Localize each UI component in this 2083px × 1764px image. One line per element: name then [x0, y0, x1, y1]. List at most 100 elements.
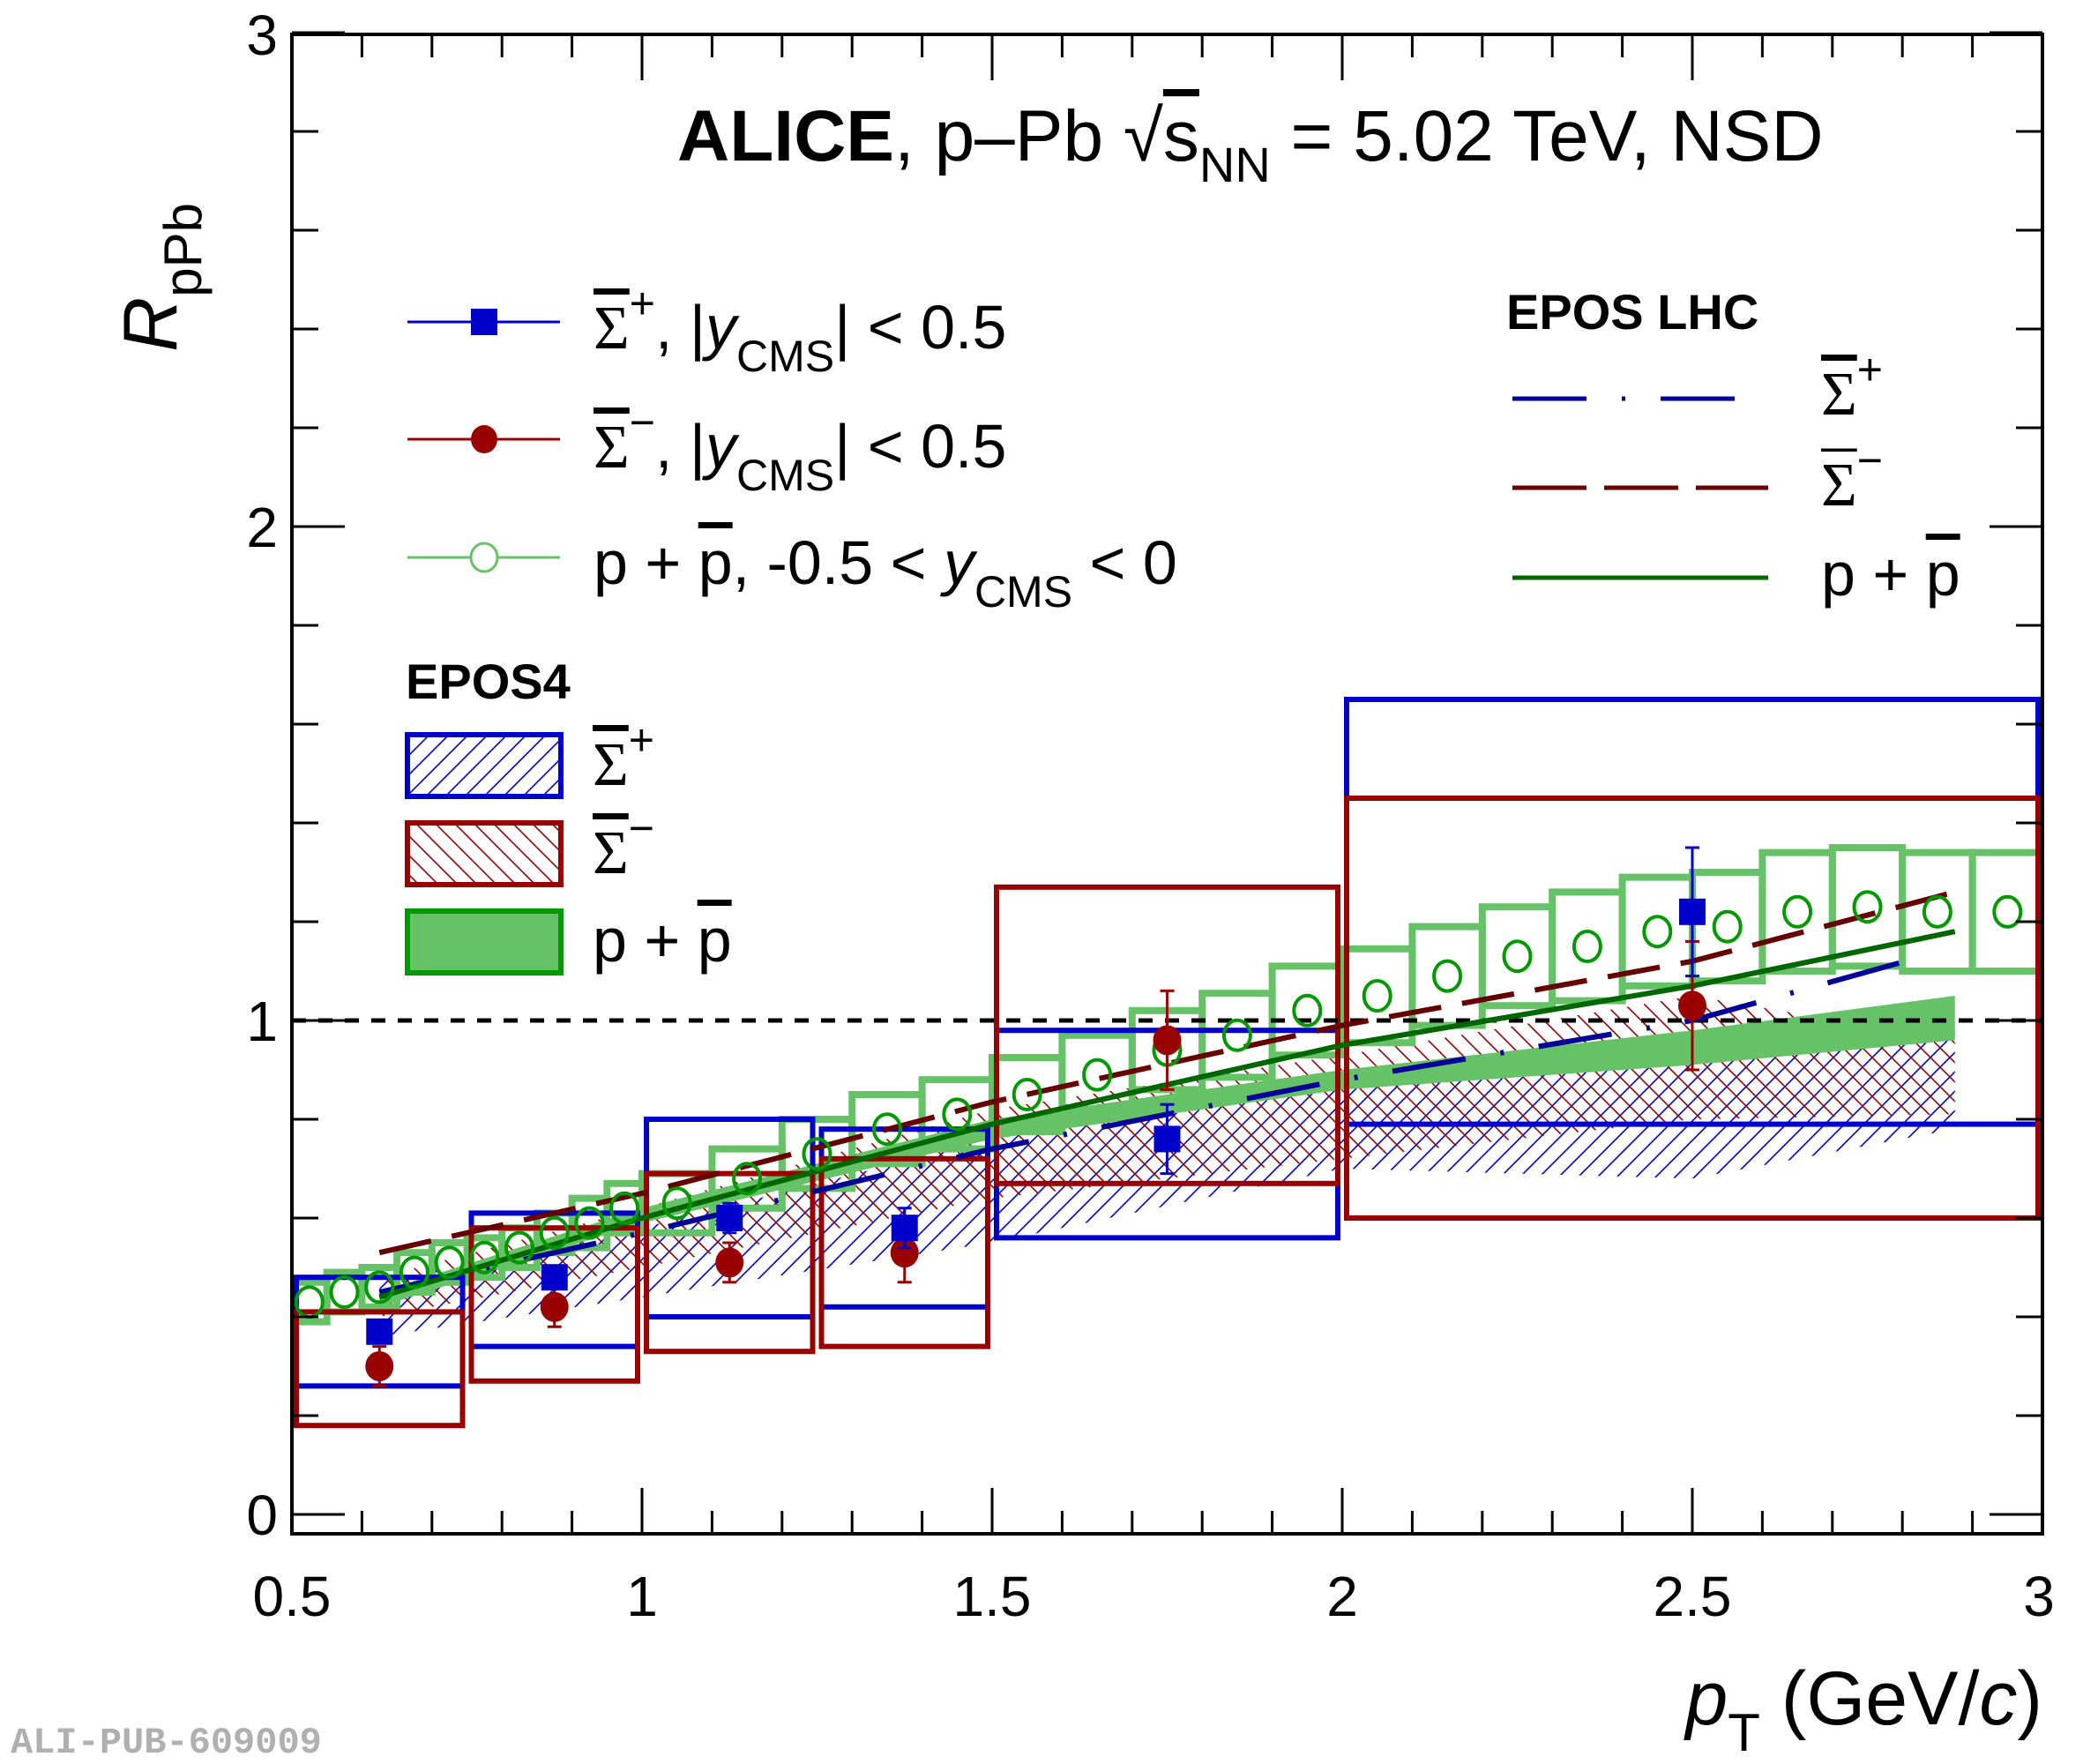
legend-item-lhc-proton: p + p — [1512, 540, 1960, 609]
proton-data-point — [1362, 979, 1392, 1013]
proton-data-point — [1572, 930, 1602, 963]
square-marker-icon — [471, 309, 497, 335]
x-tick-label: 1.5 — [953, 1565, 1032, 1628]
sigma-minus-sys-box — [1344, 796, 2041, 1221]
sigma-minus-data-point — [365, 1351, 394, 1381]
data-points — [294, 846, 2023, 1387]
legend-item-sigma-minus: Σ−, |yCMS| < 0.5 — [407, 398, 1006, 500]
sigma-plus-data-point — [1679, 898, 1706, 925]
data-legend: Σ+, |yCMS| < 0.5 Σ−, |yCMS| < 0.5 p + p,… — [407, 279, 1177, 617]
sigma-minus-sys-box — [294, 1309, 466, 1429]
sigma-minus-data-point — [715, 1247, 744, 1278]
legend-item-sigma-plus: Σ+, |yCMS| < 0.5 — [407, 279, 1006, 381]
sigma-plus-data-point — [891, 1215, 918, 1242]
svg-text:Σ+: Σ+ — [593, 715, 654, 799]
svg-text:p + p, -0.5 < yCMS < 0: p + p, -0.5 < yCMS < 0 — [594, 528, 1177, 617]
proton-data-point — [1852, 890, 1883, 924]
publication-watermark: ALI-PUB-609009 — [11, 1722, 322, 1764]
legend-item-proton: p + p, -0.5 < yCMS < 0 — [407, 528, 1177, 617]
proton-data-point — [469, 1240, 500, 1274]
proton-data-point — [1502, 939, 1533, 974]
proton-data-point — [1012, 1078, 1042, 1111]
svg-text:Σ+: Σ+ — [1821, 345, 1883, 429]
proton-data-point — [1221, 1018, 1252, 1052]
proton-data-point — [399, 1255, 429, 1289]
y-axis-title: RpPb — [108, 203, 213, 352]
sigma-plus-data-point — [541, 1264, 568, 1291]
epos4-legend: EPOS4 Σ+ Σ− p + p — [405, 654, 732, 975]
proton-sys-box — [1899, 848, 1976, 975]
y-tick-label: 1 — [246, 990, 278, 1053]
x-tick-label: 0.5 — [253, 1565, 332, 1628]
proton-data-point — [574, 1206, 605, 1240]
legend-item-epos4-proton: p + p — [405, 906, 732, 975]
proton-data-point — [1712, 909, 1743, 944]
svg-text:p + p: p + p — [593, 906, 732, 975]
sigma-minus-sys-box — [644, 1170, 816, 1355]
sigma-minus-data-point — [890, 1237, 919, 1268]
proton-data-point — [1432, 959, 1463, 993]
experiment-header: ALICE, p–Pb √sNN = 5.02 TeV, NSD — [677, 96, 1824, 192]
proton-data-point — [871, 1112, 902, 1147]
x-axis-title: pT (GeV/c) — [1683, 1656, 2042, 1762]
x-tick-label: 3 — [2023, 1565, 2055, 1628]
y-tick-label: 2 — [246, 496, 278, 559]
svg-text:pT (GeV/c): pT (GeV/c) — [1683, 1656, 2042, 1762]
epos4-legend-title: EPOS4 — [406, 654, 571, 709]
x-tick-label: 2 — [1326, 1565, 1358, 1628]
x-tick-label: 2.5 — [1654, 1565, 1732, 1628]
axis-ticks — [290, 31, 2044, 1534]
sigma-plus-data-point — [366, 1318, 393, 1345]
proton-data-point — [539, 1215, 570, 1250]
circle-marker-icon — [471, 425, 497, 453]
epos-lhc-legend-title: EPOS LHC — [1506, 284, 1758, 340]
proton-data-point — [329, 1275, 360, 1309]
proton-sys-box — [1758, 848, 1836, 975]
hatch-swatch-icon — [405, 820, 564, 887]
proton-data-point — [1922, 894, 1952, 929]
proton-data-point — [1992, 894, 2023, 929]
proton-sys-box — [1968, 848, 2042, 975]
proton-data-point — [1292, 993, 1323, 1028]
legend-item-lhc-sigma-minus: Σ− — [1512, 436, 1883, 519]
legend-item-lhc-sigma-plus: Σ+ — [1512, 345, 1883, 429]
svg-text:Σ−: Σ− — [593, 804, 654, 887]
x-tick-labels: 0.5 1 1.5 2 2.5 3 — [253, 1565, 2055, 1628]
x-tick-label: 1 — [626, 1565, 658, 1628]
plot-frame — [290, 33, 2044, 1536]
proton-data-point — [364, 1270, 395, 1304]
proton-data-point — [504, 1230, 535, 1265]
proton-sys-box — [1689, 869, 1766, 985]
proton-sys-box — [1339, 945, 1416, 1047]
proton-data-point — [434, 1245, 465, 1280]
proton-data-point — [942, 1097, 973, 1132]
y-tick-label: 0 — [246, 1484, 278, 1547]
proton-sys-box — [1268, 962, 1346, 1059]
open-circle-marker-icon — [469, 542, 499, 573]
svg-text:p + p: p + p — [1821, 540, 1960, 609]
y-tick-label: 3 — [246, 4, 278, 67]
sigma-plus-data-point — [1153, 1125, 1181, 1153]
proton-data-point — [802, 1137, 832, 1171]
proton-data-point — [661, 1186, 692, 1221]
sigma-minus-data-point — [1678, 990, 1706, 1021]
filled-swatch-icon — [405, 908, 564, 975]
line-epos-lhc-sigma-bar- — [378, 889, 1956, 1256]
svg-text:Σ+, |yCMS| < 0.5: Σ+, |yCMS| < 0.5 — [594, 279, 1006, 381]
svg-text:Σ−: Σ− — [1821, 436, 1883, 519]
proton-data-point — [1782, 894, 1813, 929]
legend-item-epos4-sigma-plus: Σ+ — [405, 715, 654, 799]
epos-lhc-legend: EPOS LHC Σ+ Σ− p + p — [1506, 284, 1960, 609]
svg-text:RpPb: RpPb — [108, 203, 213, 352]
hatch-swatch-icon — [405, 732, 564, 799]
sigma-minus-sys-box — [818, 1155, 990, 1349]
band-epos4-p-p-bar — [379, 996, 1955, 1307]
y-tick-labels: 0 1 2 3 — [246, 4, 278, 1547]
proton-data-point — [1642, 915, 1673, 949]
legend-item-epos4-sigma-minus: Σ− — [405, 804, 654, 887]
sigma-minus-data-point — [540, 1291, 569, 1322]
sigma-minus-sys-box — [468, 1225, 640, 1384]
proton-data-point — [609, 1191, 640, 1225]
proton-data-point — [1082, 1058, 1113, 1092]
